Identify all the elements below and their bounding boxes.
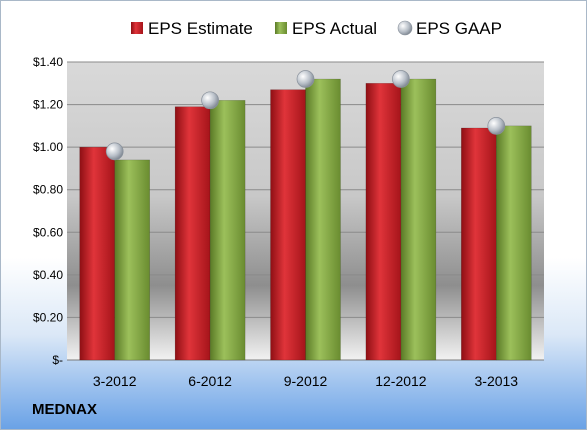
- y-tick-label: $0.60: [33, 225, 63, 239]
- bar-eps-actual: [114, 159, 150, 361]
- legend-label-eps-actual: EPS Actual: [292, 19, 377, 38]
- gaap-point: [296, 70, 315, 88]
- bar-eps-actual: [496, 125, 532, 361]
- y-tick-label: $-: [52, 353, 63, 367]
- y-tick-label: $0.40: [33, 268, 63, 282]
- bar-eps-actual: [209, 100, 246, 361]
- x-tick-label: 9-2012: [284, 373, 328, 389]
- bar-eps-estimate: [461, 127, 497, 361]
- bar-eps-estimate: [79, 146, 115, 361]
- legend-swatch-eps-gaap: [397, 20, 413, 36]
- gaap-point: [201, 91, 219, 110]
- y-tick-label: $0.20: [33, 310, 63, 324]
- bar-eps-actual: [305, 78, 341, 361]
- gaap-point: [487, 117, 506, 135]
- legend-label-eps-gaap: EPS GAAP: [416, 19, 502, 38]
- gaap-point: [392, 70, 410, 88]
- legend-label-eps-estimate: EPS Estimate: [148, 19, 253, 38]
- legend-swatch-eps-estimate: [131, 22, 143, 34]
- y-tick-label: $1.40: [33, 55, 63, 69]
- x-tick-label: 12-2012: [375, 373, 427, 389]
- bar-eps-estimate: [174, 106, 211, 361]
- y-tick-label: $0.80: [33, 183, 63, 197]
- bar-eps-estimate: [365, 83, 402, 361]
- company-name: MEDNAX: [32, 401, 98, 418]
- x-tick-label: 3-2012: [93, 373, 137, 389]
- y-tick-label: $1.20: [33, 98, 63, 112]
- bar-eps-estimate: [270, 89, 306, 361]
- bar-eps-actual: [400, 78, 437, 361]
- gaap-point: [105, 142, 124, 161]
- x-tick-label: 3-2013: [475, 373, 519, 389]
- legend-swatch-eps-actual: [275, 22, 287, 34]
- y-tick-label: $1.00: [33, 140, 63, 154]
- x-tick-label: 6-2012: [188, 373, 232, 389]
